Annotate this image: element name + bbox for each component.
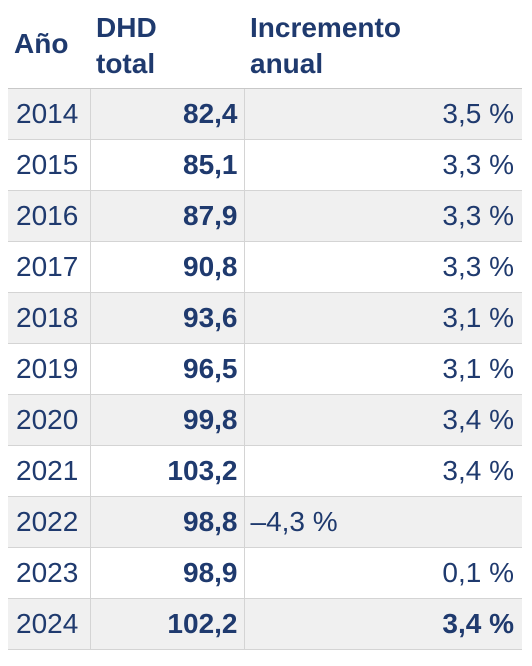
cell-dhd-total: 99,8 [90, 394, 245, 446]
header-dhd-line1: DHD [96, 12, 157, 43]
cell-year: 2022 [8, 496, 91, 548]
cell-year: 2021 [8, 445, 91, 497]
cell-annual-increase: 3,4 % [244, 394, 522, 446]
header-dhd-line2: total [96, 48, 156, 79]
dhd-table: Año DHD total Incremento anual 2014 82,4 3… [8, 0, 522, 650]
cell-dhd-total: 98,9 [90, 547, 245, 599]
cell-year: 2016 [8, 190, 91, 242]
table-row: 2020 99,8 3,4 % [8, 394, 522, 446]
cell-annual-increase: 3,3 % [244, 139, 522, 191]
cell-year: 2024 [8, 598, 91, 650]
cell-dhd-total: 85,1 [90, 139, 245, 191]
table-row: 2014 82,4 3,5 % [8, 88, 522, 140]
table-row: 2015 85,1 3,3 % [8, 139, 522, 191]
cell-annual-increase: –4,3 % [244, 496, 522, 548]
cell-dhd-total: 82,4 [90, 88, 245, 140]
cell-annual-increase: 3,4 % [244, 445, 522, 497]
table-row: 2022 98,8 –4,3 % [8, 496, 522, 548]
cell-year: 2020 [8, 394, 91, 446]
table-row: 2018 93,6 3,1 % [8, 292, 522, 344]
cell-year: 2017 [8, 241, 91, 293]
table-row: 2024 102,2 3,4 % [8, 598, 522, 650]
cell-year: 2023 [8, 547, 91, 599]
cell-dhd-total: 96,5 [90, 343, 245, 395]
cell-year: 2019 [8, 343, 91, 395]
header-annual-increase: Incremento anual [244, 0, 522, 89]
cell-dhd-total: 90,8 [90, 241, 245, 293]
header-inc-line2: anual [250, 48, 324, 79]
table-row: 2019 96,5 3,1 % [8, 343, 522, 395]
header-inc-line1: Incremento [250, 12, 401, 43]
cell-dhd-total: 87,9 [90, 190, 245, 242]
table-row: 2017 90,8 3,3 % [8, 241, 522, 293]
table-body: 2014 82,4 3,5 % 2015 85,1 3,3 % 2016 87,9 3,3 % 2… [8, 88, 522, 650]
cell-annual-increase: 3,5 % [244, 88, 522, 140]
cell-dhd-total: 98,8 [90, 496, 245, 548]
cell-dhd-total: 102,2 [90, 598, 245, 650]
cell-annual-increase: 3,1 % [244, 343, 522, 395]
table-row: 2023 98,9 0,1 % [8, 547, 522, 599]
table-row: 2021 103,2 3,4 % [8, 445, 522, 497]
cell-annual-increase: 3,3 % [244, 241, 522, 293]
cell-annual-increase: 3,3 % [244, 190, 522, 242]
header-year: Año [8, 0, 90, 89]
cell-annual-increase: 3,4 % [244, 598, 522, 650]
cell-dhd-total: 103,2 [90, 445, 245, 497]
header-year-label: Año [14, 28, 69, 59]
table-row: 2016 87,9 3,3 % [8, 190, 522, 242]
cell-year: 2014 [8, 88, 91, 140]
cell-year: 2015 [8, 139, 91, 191]
cell-annual-increase: 3,1 % [244, 292, 522, 344]
cell-dhd-total: 93,6 [90, 292, 245, 344]
table-header-row: Año DHD total Incremento anual [8, 0, 522, 89]
cell-annual-increase: 0,1 % [244, 547, 522, 599]
header-dhd-total: DHD total [90, 0, 244, 89]
cell-year: 2018 [8, 292, 91, 344]
